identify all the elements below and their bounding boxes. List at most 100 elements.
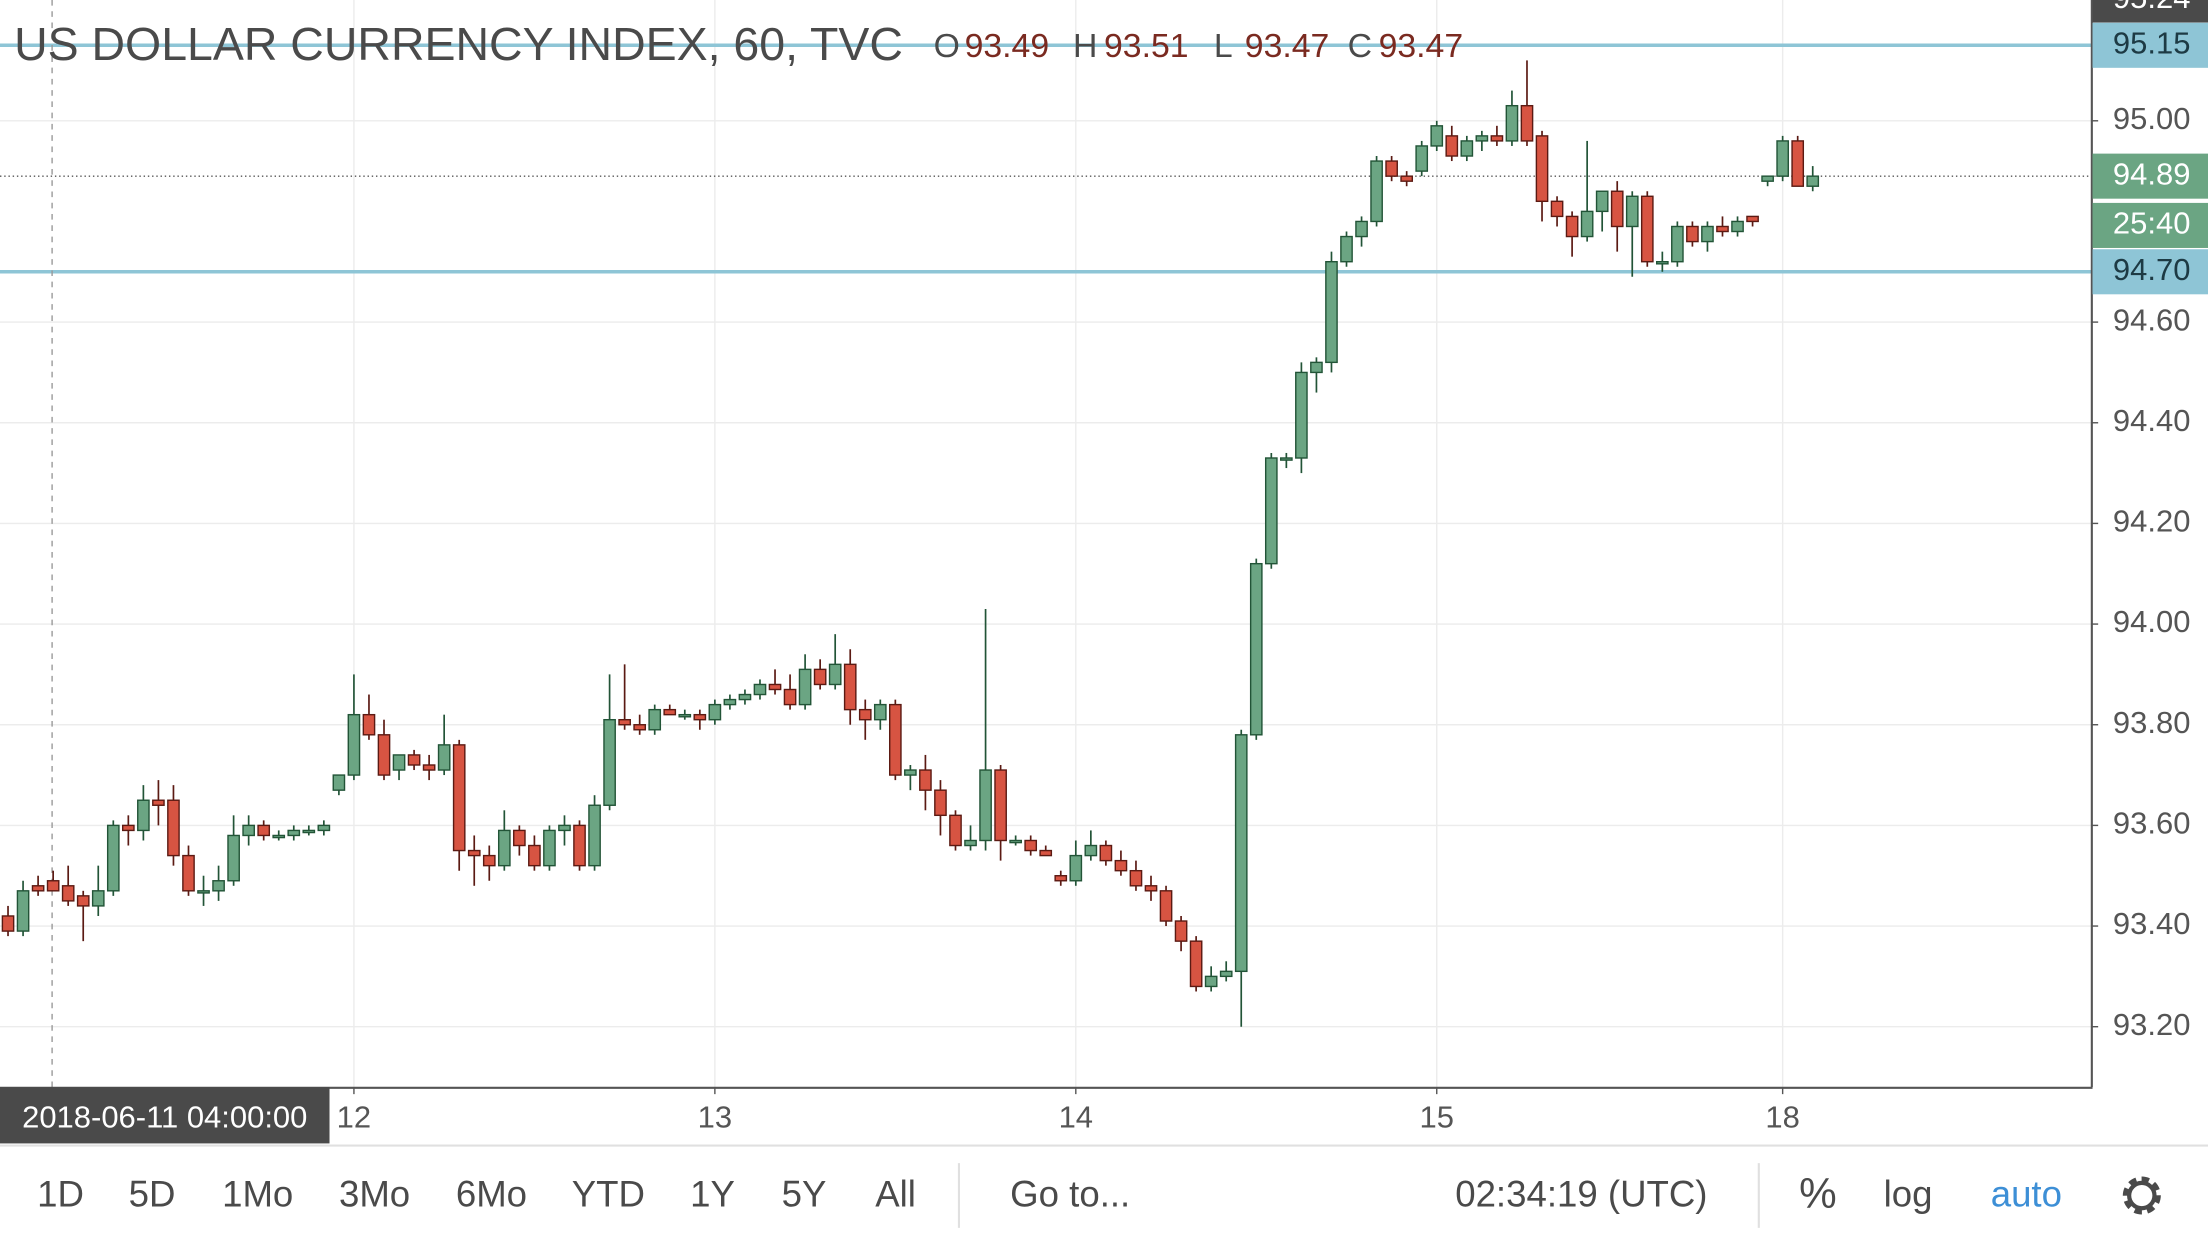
candle-body bbox=[1460, 140, 1474, 157]
percent-button[interactable]: % bbox=[1799, 1170, 1837, 1217]
candle-body bbox=[648, 708, 662, 731]
candle-body bbox=[46, 880, 60, 892]
countdown-label: 25:40 bbox=[2113, 206, 2191, 241]
candle-body bbox=[1731, 220, 1744, 233]
candle-body bbox=[513, 829, 526, 847]
range-button[interactable]: 1Y bbox=[690, 1174, 735, 1215]
candle-body bbox=[1264, 457, 1278, 565]
ohlc-value: 93.49 bbox=[965, 27, 1050, 65]
candle-body bbox=[1580, 210, 1594, 238]
candle-body bbox=[197, 890, 210, 894]
range-button[interactable]: 1D bbox=[37, 1174, 84, 1215]
auto-button[interactable]: auto bbox=[1991, 1174, 2062, 1215]
y-tick-label: 94.20 bbox=[2113, 504, 2191, 539]
candle-body bbox=[783, 688, 797, 706]
candle-body bbox=[663, 708, 677, 716]
candle-body bbox=[1340, 235, 1353, 263]
candle-body bbox=[332, 774, 346, 791]
candle-body bbox=[1686, 225, 1699, 243]
candle-body bbox=[858, 708, 872, 721]
cursor-price-label: 95.24 bbox=[2113, 0, 2191, 15]
candle-body bbox=[1701, 225, 1714, 243]
candle-body bbox=[1475, 135, 1489, 142]
candle-body bbox=[1610, 190, 1624, 228]
level-label-box bbox=[2092, 22, 2208, 68]
range-button[interactable]: YTD bbox=[572, 1174, 645, 1215]
candle-body bbox=[828, 663, 842, 686]
candle-body bbox=[1656, 261, 1669, 265]
candle-body bbox=[1024, 839, 1038, 852]
range-button[interactable]: 1Mo bbox=[222, 1174, 293, 1215]
goto-button[interactable]: Go to... bbox=[1010, 1174, 1130, 1215]
candle-body bbox=[1144, 885, 1158, 892]
candle-body bbox=[91, 890, 105, 907]
levels bbox=[0, 43, 2092, 274]
candle-body bbox=[708, 703, 722, 721]
chart-title: US DOLLAR CURRENCY INDEX, 60, TVC bbox=[14, 18, 903, 70]
countdown-box bbox=[2092, 202, 2208, 248]
candle-body bbox=[437, 744, 451, 771]
candle-body bbox=[1355, 220, 1368, 238]
y-tick-label: 93.80 bbox=[2113, 705, 2191, 740]
price-labels: 95.15 94.70 94.89 25:40 95.24 bbox=[2092, 0, 2208, 295]
candle-body bbox=[1385, 160, 1398, 177]
candle-body bbox=[137, 799, 150, 832]
x-tick-label: 14 bbox=[1059, 1100, 1093, 1135]
candle-body bbox=[1204, 975, 1218, 988]
range-button[interactable]: 5Y bbox=[782, 1174, 827, 1215]
candle-body bbox=[678, 713, 692, 718]
candle-body bbox=[934, 789, 947, 817]
grid bbox=[0, 0, 2092, 1088]
level-label-box bbox=[2092, 249, 2208, 295]
candle-body bbox=[693, 713, 707, 721]
candle-body bbox=[1505, 104, 1519, 142]
ohlc-value: 93.47 bbox=[1379, 27, 1464, 65]
candle-body bbox=[482, 854, 496, 867]
ohlc-key: C bbox=[1348, 27, 1372, 65]
y-tick-label: 93.20 bbox=[2113, 1007, 2191, 1042]
ohlc-value: 93.47 bbox=[1245, 27, 1330, 65]
candle-body bbox=[61, 885, 75, 902]
candle-body bbox=[1009, 839, 1022, 844]
x-tick-label: 12 bbox=[337, 1100, 371, 1135]
candle-body bbox=[1189, 940, 1203, 988]
candle-body bbox=[1295, 371, 1308, 459]
candle-body bbox=[753, 683, 767, 696]
cursor-price-box bbox=[2092, 0, 2208, 23]
candle-body bbox=[588, 804, 601, 867]
candle-body bbox=[1640, 195, 1654, 263]
range-button[interactable]: 5D bbox=[129, 1174, 176, 1215]
candle-body bbox=[242, 824, 255, 837]
candle-body bbox=[1249, 562, 1263, 736]
candle-body bbox=[1445, 135, 1459, 157]
candle-body bbox=[1159, 890, 1173, 922]
candle-body bbox=[1054, 875, 1068, 882]
range-button[interactable]: 6Mo bbox=[456, 1174, 527, 1215]
x-tick-label: 18 bbox=[1765, 1100, 1799, 1135]
candle-body bbox=[994, 769, 1007, 842]
candle-body bbox=[422, 764, 436, 771]
candle-body bbox=[1039, 849, 1053, 857]
candle-body bbox=[618, 718, 631, 726]
range-button[interactable]: All bbox=[875, 1174, 916, 1215]
candle-body bbox=[1761, 175, 1774, 182]
y-tick-label: 94.40 bbox=[2113, 403, 2191, 438]
settings-button[interactable] bbox=[2122, 1176, 2161, 1215]
candle-body bbox=[1746, 215, 1759, 223]
candle-body bbox=[1219, 970, 1233, 978]
y-tick-label: 93.60 bbox=[2113, 806, 2191, 841]
candle-body bbox=[1310, 361, 1323, 374]
range-button[interactable]: 3Mo bbox=[339, 1174, 410, 1215]
candle-body bbox=[106, 824, 120, 892]
candle-body bbox=[1099, 844, 1113, 862]
candle-body bbox=[798, 668, 812, 706]
log-button[interactable]: log bbox=[1884, 1174, 1933, 1215]
candle-body bbox=[317, 824, 331, 832]
candle-body bbox=[543, 829, 556, 867]
candle-body bbox=[558, 824, 571, 832]
candle-body bbox=[467, 849, 481, 857]
candle-body bbox=[573, 824, 586, 867]
candle-body bbox=[843, 663, 857, 711]
candle-body bbox=[949, 814, 962, 847]
